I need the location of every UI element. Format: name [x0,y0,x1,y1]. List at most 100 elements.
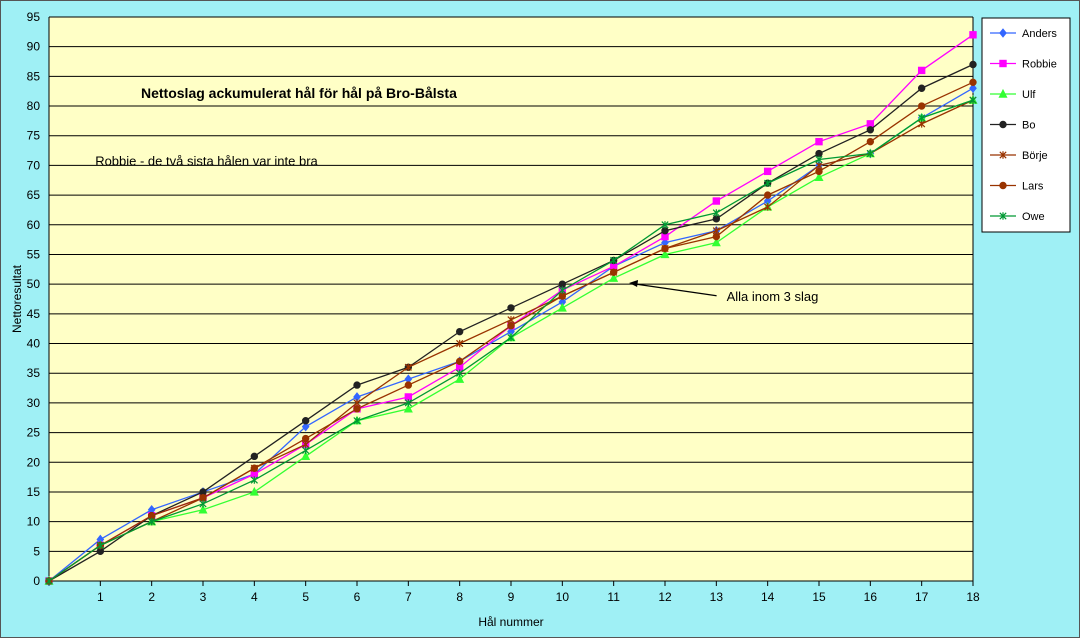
series-owe [45,96,977,585]
data-point [455,327,464,336]
x-tick-label: 16 [864,590,878,604]
data-point [455,357,464,366]
x-tick-label: 3 [200,590,207,604]
data-point [917,102,926,110]
x-tick-label: 4 [251,590,258,604]
data-point [917,84,926,92]
y-tick-label: 0 [33,574,40,588]
data-point [455,374,465,383]
y-tick-label: 25 [27,426,41,440]
y-tick-label: 15 [27,485,41,499]
data-point [250,476,258,484]
data-point [814,172,824,181]
data-point [301,417,310,425]
data-point [301,421,310,432]
y-tick-label: 50 [27,277,41,291]
y-tick-label: 40 [27,337,41,351]
data-point [198,504,208,514]
data-point [353,405,361,413]
x-tick-label: 10 [556,590,570,604]
legend-label: Börje [1022,150,1048,162]
data-point [712,232,721,241]
x-tick-label: 18 [966,590,980,604]
legend-label: Bo [1022,120,1035,132]
y-tick-label: 65 [27,188,41,202]
data-point [507,304,515,312]
data-point [866,149,874,158]
data-point [712,209,720,217]
y-tick-label: 95 [27,10,41,24]
y-tick-label: 70 [27,158,41,172]
plot-area [49,17,973,581]
y-tick-label: 5 [33,544,40,558]
y-tick-label: 35 [27,366,41,380]
legend-marker [999,120,1007,129]
x-tick-label: 1 [97,590,104,604]
legend-marker [999,28,1007,38]
y-tick-label: 10 [27,515,41,529]
legend-marker [999,181,1007,190]
legend-item-börje: Börje [990,150,1048,162]
data-point [660,249,670,259]
legend-marker [999,212,1007,220]
data-point [507,333,515,342]
data-point [250,464,259,472]
data-point [969,83,977,94]
legend-item-bo: Bo [990,120,1035,132]
data-point [557,302,567,312]
data-point [301,451,311,461]
legend-marker [999,59,1007,68]
data-point [148,517,156,526]
data-point [301,434,310,443]
data-point [404,399,412,407]
data-point [249,486,259,496]
data-point [917,66,926,75]
data-point [815,167,823,176]
data-point [815,137,823,146]
y-axis-title: Nettoresultat [10,264,24,333]
data-point [969,60,977,69]
x-tick-label: 8 [456,590,463,604]
legend-marker [999,151,1007,159]
x-tick-label: 7 [405,590,412,604]
data-point [353,417,361,425]
data-point [661,244,669,253]
data-point [764,203,772,211]
y-tick-label: 75 [27,129,41,143]
annotation-robbie: Robbie - de två sista hålen var inte bra [95,153,318,168]
y-tick-label: 60 [27,218,41,232]
data-point [456,339,464,348]
x-tick-label: 17 [915,590,929,604]
legend-item-owe: Owe [990,211,1045,223]
x-tick-label: 5 [302,590,309,604]
data-point [404,381,413,389]
data-point [199,500,207,508]
data-point [507,322,515,330]
y-tick-label: 45 [27,307,41,321]
x-tick-label: 6 [354,590,361,604]
y-tick-label: 80 [27,99,41,113]
data-point [661,221,669,229]
data-point [815,155,823,164]
data-point [403,403,413,413]
data-point [353,381,361,389]
data-point [763,167,772,176]
legend-label: Robbie [1022,59,1057,71]
data-point [764,179,772,187]
legend-item-robbie: Robbie [990,59,1057,71]
x-tick-label: 15 [812,590,826,604]
y-tick-label: 90 [27,40,41,54]
data-point [456,369,464,377]
data-point [609,268,618,276]
legend-label: Anders [1022,28,1057,40]
data-point [610,256,618,265]
legend-label: Owe [1022,211,1045,223]
data-point [763,191,772,199]
data-point [918,114,926,122]
data-point [558,286,566,294]
data-point [609,273,619,282]
annotation-arrow-head [629,279,639,287]
legend-label: Ulf [1022,89,1036,101]
